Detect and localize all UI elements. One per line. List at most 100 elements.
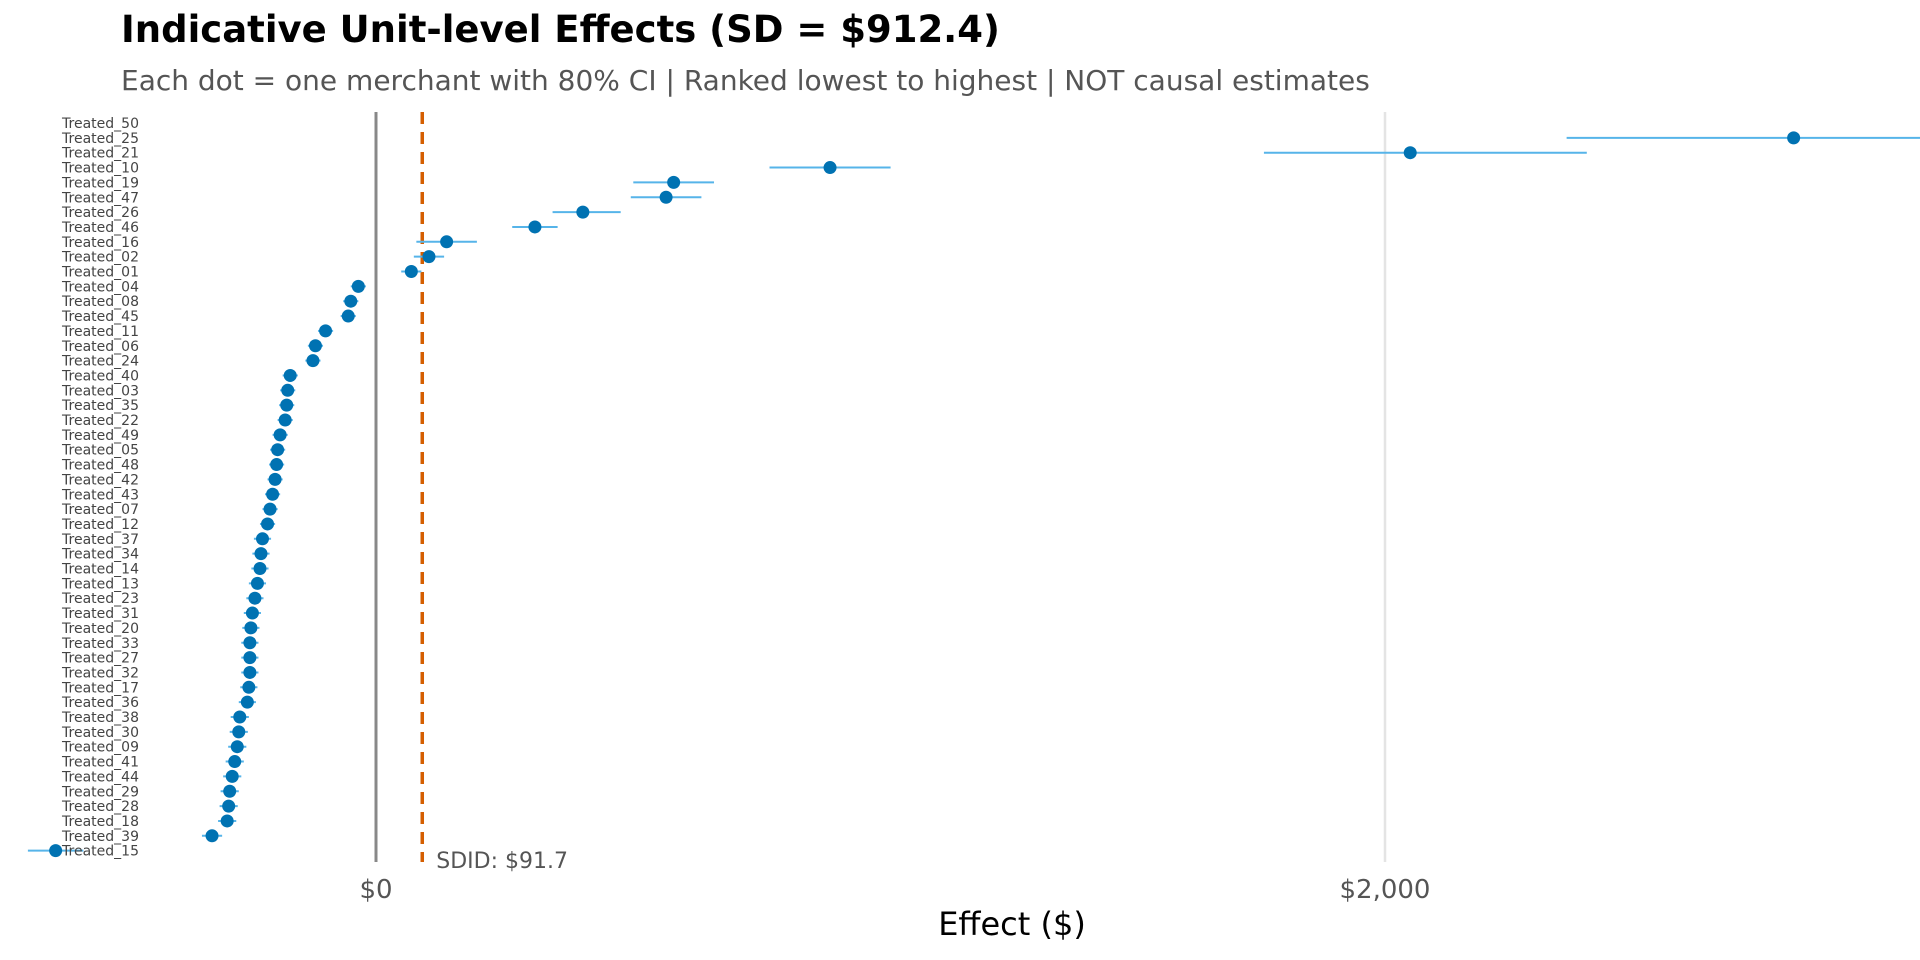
estimate-point <box>223 784 237 798</box>
x-axis-title: Effect ($) <box>938 905 1086 943</box>
estimate-point <box>268 472 282 486</box>
estimate-point <box>250 576 264 590</box>
estimate-point <box>49 844 63 858</box>
y-tick-label: Treated_19 <box>61 175 139 191</box>
y-tick-label: Treated_10 <box>61 161 139 177</box>
estimate-point <box>280 398 294 412</box>
estimate-point <box>667 175 681 189</box>
y-tick-label: Treated_47 <box>61 190 139 206</box>
y-tick-label: Treated_32 <box>61 665 139 681</box>
y-tick-label: Treated_41 <box>61 755 139 771</box>
y-tick-label: Treated_42 <box>61 472 139 488</box>
estimate-point <box>1403 146 1417 160</box>
y-tick-label: Treated_14 <box>61 562 139 578</box>
y-tick-label: Treated_34 <box>61 547 139 563</box>
estimate-point <box>308 339 322 353</box>
estimate-point <box>255 532 269 546</box>
y-tick-label: Treated_09 <box>61 740 139 756</box>
estimate-point <box>281 383 295 397</box>
y-tick-label: Treated_08 <box>61 294 139 310</box>
estimate-point <box>228 755 242 769</box>
y-tick-label: Treated_02 <box>61 250 139 266</box>
y-tick-label: Treated_36 <box>61 695 139 711</box>
y-axis-labels: Treated_50Treated_25Treated_21Treated_10… <box>61 116 139 860</box>
y-tick-label: Treated_20 <box>61 621 139 637</box>
chart-subtitle: Each dot = one merchant with 80% CI | Ra… <box>121 64 1370 97</box>
y-tick-label: Treated_43 <box>61 487 139 503</box>
y-tick-label: Treated_11 <box>61 324 139 340</box>
estimate-point <box>823 161 837 175</box>
estimate-point <box>230 740 244 754</box>
estimate-point <box>283 368 297 382</box>
estimate-point <box>659 190 673 204</box>
estimate-point <box>273 428 287 442</box>
y-tick-label: Treated_18 <box>61 814 139 830</box>
y-tick-label: Treated_12 <box>61 517 139 533</box>
x-tick-label: $0 <box>359 875 392 905</box>
y-tick-label: Treated_50 <box>61 116 139 132</box>
estimate-point <box>205 829 219 843</box>
y-tick-label: Treated_15 <box>61 844 139 860</box>
estimate-point <box>278 413 292 427</box>
point-layer <box>49 131 1801 858</box>
y-tick-label: Treated_22 <box>61 413 139 429</box>
estimate-point <box>271 443 285 457</box>
y-tick-label: Treated_23 <box>61 591 139 607</box>
estimate-point <box>341 309 355 323</box>
reference-lines: SDID: $91.7 <box>374 112 568 874</box>
y-tick-label: Treated_13 <box>61 576 139 592</box>
estimate-point <box>344 294 358 308</box>
x-tick-label: $2,000 <box>1340 875 1431 905</box>
estimate-point <box>232 725 246 739</box>
estimate-point <box>528 220 542 234</box>
y-tick-label: Treated_31 <box>61 606 139 622</box>
estimate-point <box>266 487 280 501</box>
y-tick-label: Treated_27 <box>61 651 139 667</box>
estimate-point <box>440 235 454 249</box>
estimate-point <box>245 606 259 620</box>
estimate-point <box>576 205 590 219</box>
y-tick-label: Treated_04 <box>61 279 139 295</box>
y-tick-label: Treated_30 <box>61 725 139 741</box>
y-tick-label: Treated_45 <box>61 309 139 325</box>
y-tick-label: Treated_39 <box>61 829 139 845</box>
y-tick-label: Treated_05 <box>61 443 139 459</box>
chart-title: Indicative Unit-level Effects (SD = $912… <box>121 8 1000 51</box>
y-tick-label: Treated_28 <box>61 799 139 815</box>
estimate-point <box>263 502 277 516</box>
estimate-point <box>225 769 239 783</box>
y-tick-label: Treated_17 <box>61 680 139 696</box>
estimate-point <box>222 799 236 813</box>
y-tick-label: Treated_06 <box>61 339 139 355</box>
estimate-point <box>254 547 268 561</box>
estimate-point <box>243 651 257 665</box>
y-tick-label: Treated_21 <box>61 146 139 162</box>
y-tick-label: Treated_01 <box>61 265 139 281</box>
estimate-point <box>261 517 275 531</box>
estimate-point <box>422 250 436 264</box>
estimate-point <box>404 265 418 278</box>
y-tick-label: Treated_33 <box>61 636 139 652</box>
estimate-point <box>351 279 365 293</box>
y-tick-label: Treated_37 <box>61 532 139 548</box>
estimate-point <box>244 621 258 635</box>
estimate-point <box>243 636 257 650</box>
sdid-annotation: SDID: $91.7 <box>436 849 568 874</box>
y-tick-label: Treated_16 <box>61 235 139 251</box>
estimate-point <box>1787 131 1801 145</box>
estimate-point <box>248 591 262 605</box>
estimate-point <box>270 458 284 472</box>
y-tick-label: Treated_24 <box>61 354 139 370</box>
estimate-point <box>319 324 333 338</box>
y-tick-label: Treated_35 <box>61 398 139 414</box>
y-tick-label: Treated_38 <box>61 710 139 726</box>
estimate-point <box>242 680 256 694</box>
estimate-point <box>243 665 257 679</box>
estimate-point <box>233 710 247 724</box>
y-tick-label: Treated_48 <box>61 458 139 474</box>
y-tick-label: Treated_40 <box>61 368 139 384</box>
y-tick-label: Treated_49 <box>61 428 139 444</box>
estimate-point <box>306 354 320 368</box>
